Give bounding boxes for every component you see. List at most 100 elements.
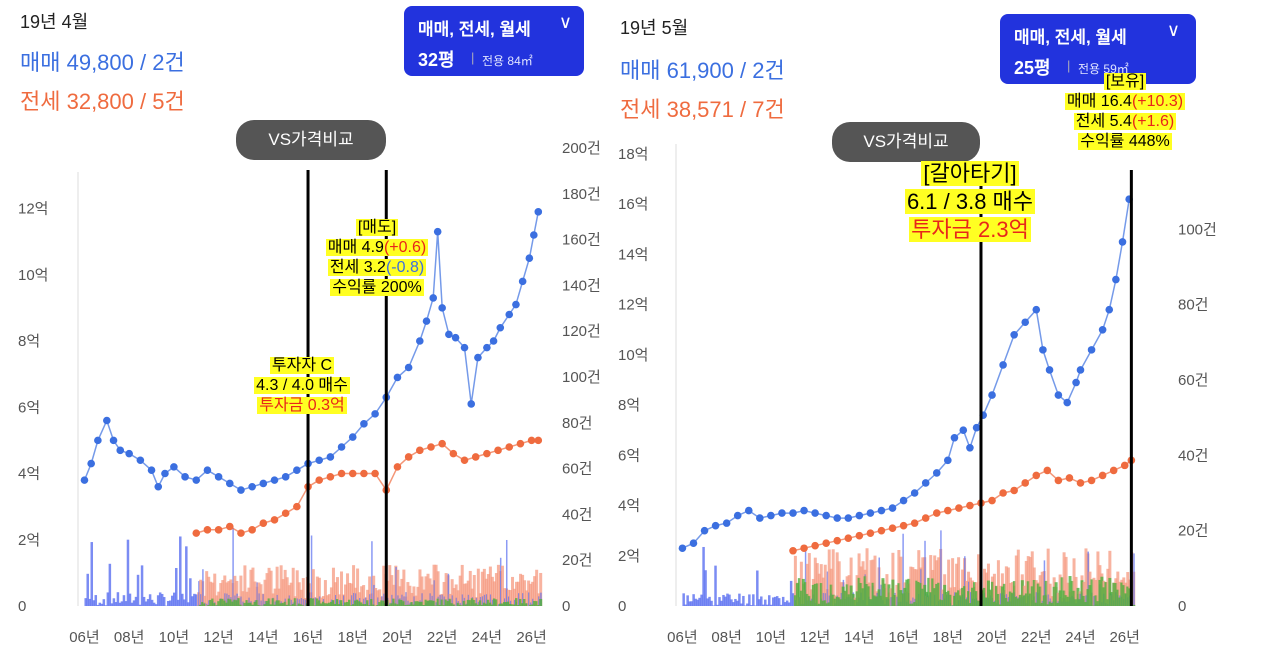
y-tick-label: 6억 [618, 447, 640, 464]
volume-bar [1092, 577, 1096, 606]
volume-bar [911, 567, 915, 606]
volume-bar [984, 597, 988, 606]
volume-bar [1050, 596, 1054, 606]
volume-bar [523, 599, 527, 606]
sale-point [722, 519, 731, 527]
volume-bar [931, 578, 935, 606]
volume-bar [1070, 580, 1074, 606]
volume-bar [293, 598, 297, 606]
volume-bar [344, 602, 348, 606]
volume-bar [215, 595, 219, 606]
volume-bar [539, 598, 543, 606]
volume-bar [296, 598, 299, 606]
volume-bar [221, 580, 225, 606]
volume-bar [406, 604, 410, 606]
sale-point [1039, 346, 1047, 354]
volume-bar [1004, 566, 1008, 606]
sale-point [855, 511, 864, 520]
volume-bar [996, 560, 1000, 606]
jeonse-point [855, 531, 864, 540]
sale-point [109, 436, 118, 445]
volume-bar [128, 593, 132, 606]
volume-bar [325, 595, 329, 606]
volume-bar [413, 596, 415, 606]
jeonse-point [248, 526, 256, 534]
volume-bar [229, 579, 233, 606]
y-tick-label: 2억 [618, 548, 640, 565]
volume-bar [369, 594, 371, 606]
volume-bar [84, 598, 87, 606]
volume-bar [177, 599, 180, 606]
volume-bar [947, 559, 951, 606]
volume-bar [301, 605, 305, 606]
volume-bar [924, 540, 926, 606]
volume-bar [823, 564, 827, 606]
sale-point [460, 343, 469, 352]
y-tick-label: 10억 [18, 267, 49, 284]
volume-bar [348, 599, 352, 606]
volume-bar [712, 605, 715, 606]
vs-compare-button[interactable]: VS가격비교 [236, 120, 386, 160]
volume-bar [511, 576, 515, 606]
volume-bar [785, 600, 789, 606]
volume-bar [335, 577, 339, 606]
volume-bar [191, 596, 194, 606]
x-tick-label: 24년 [1065, 629, 1096, 646]
volume-bar [156, 595, 160, 606]
x-tick-label: 20년 [977, 629, 1008, 646]
volume-bar [694, 598, 697, 606]
jeonse-point [326, 473, 335, 481]
volume-bar [482, 602, 486, 606]
vs-compare-button[interactable]: VS가격비교 [832, 122, 980, 162]
trade-type-label: 매매, 전세, 월세 [418, 20, 531, 39]
volume-bar [395, 567, 397, 606]
volume-bar [1074, 599, 1078, 606]
volume-bar [903, 587, 907, 606]
y2-tick-label: 20건 [1178, 523, 1209, 540]
volume-bar [994, 585, 998, 606]
volume-bar [827, 549, 831, 606]
volume-bar [824, 593, 827, 606]
type-size-selector[interactable]: 매매, 전세, 월세 ∨ 32평 | 전용 84㎡ [404, 6, 584, 76]
y-tick-label: 2억 [18, 532, 40, 549]
volume-bar [506, 601, 510, 606]
jeonse-point [944, 506, 952, 515]
y2-tick-label: 20건 [562, 552, 593, 569]
volume-bar [879, 595, 883, 606]
volume-bar [1040, 602, 1044, 606]
volume-bar [426, 573, 430, 606]
sale-point [433, 227, 442, 236]
volume-bar [110, 603, 114, 606]
volume-bar [116, 592, 120, 606]
volume-bar [513, 604, 517, 606]
volume-bar [92, 600, 96, 606]
volume-bar [490, 604, 494, 606]
volume-bar [209, 581, 213, 606]
sale-point [214, 473, 223, 481]
volume-bar [897, 550, 901, 606]
volume-bar [98, 602, 102, 606]
volume-bar [283, 601, 287, 606]
volume-bar [1120, 582, 1124, 606]
volume-bar [823, 600, 827, 606]
volume-bar [432, 600, 436, 606]
sale-point [337, 443, 346, 451]
volume-bar [813, 557, 817, 606]
volume-bar [988, 589, 992, 606]
volume-bar [953, 595, 957, 606]
volume-bar [317, 600, 321, 606]
volume-bar [136, 574, 140, 606]
volume-bar [262, 594, 265, 606]
sale-point [116, 446, 125, 455]
type-size-selector[interactable]: 매매, 전세, 월세 ∨ 25평 | 전용 59㎡ [1000, 14, 1196, 84]
sale-point [944, 456, 952, 465]
volume-bar [461, 594, 464, 606]
jeonse-point [955, 504, 963, 512]
volume-bar [532, 598, 534, 606]
volume-bar [315, 598, 319, 606]
volume-bar [86, 573, 89, 606]
buy-annotation: 투자자 C 4.3 / 4.0 매수 투자금 0.3억 [222, 356, 382, 416]
sale-line [83, 211, 540, 491]
volume-bar [961, 569, 965, 606]
volume-bar [482, 568, 486, 606]
